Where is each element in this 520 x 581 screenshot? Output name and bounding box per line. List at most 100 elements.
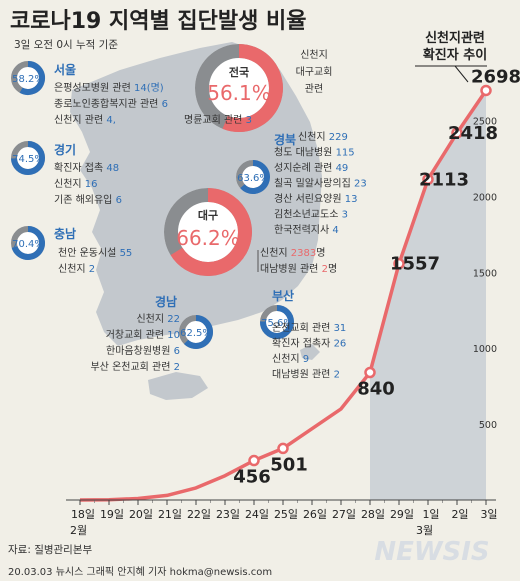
region-item: 온천교회 관련 31 <box>272 322 346 334</box>
x-tick-label: 18일 <box>71 507 95 521</box>
data-label: 840 <box>357 379 395 400</box>
data-point <box>480 84 492 97</box>
y-tick-label: 1500 <box>473 268 497 279</box>
region-item: 성지순례 관련 49 <box>274 162 348 174</box>
x-tick-label: 23일 <box>216 507 240 521</box>
region-item: 명륜교회 관련 3 <box>184 114 252 126</box>
national-percent: 56.1% <box>207 81 271 105</box>
region-name: 경북 <box>274 133 296 147</box>
donut-slice <box>240 160 270 194</box>
region-item: 신천지 229 <box>298 131 348 143</box>
x-tick-label: 3일 <box>480 507 497 521</box>
national-note-3: 관련 <box>305 83 323 95</box>
x-tick-label: 2일 <box>451 507 468 521</box>
newsis-logo: NEWSIS <box>374 537 489 567</box>
region-name: 서울 <box>54 62 76 77</box>
x-tick-label: 29일 <box>390 507 414 521</box>
region-item: 칠곡 밀알사랑의집 23 <box>274 178 367 190</box>
source-note: 자료: 질병관리본부 <box>8 544 92 556</box>
region-percent: 62.5% <box>180 328 212 339</box>
x-tick-label: 27일 <box>332 507 356 521</box>
region-percent: 75.6% <box>261 318 293 329</box>
region-item: 확진자 접촉자 26 <box>272 338 346 350</box>
daegu-donut <box>164 188 252 276</box>
credit-line: 20.03.03 뉴시스 그래픽 안지혜 기자 hokma@newsis.com <box>8 566 272 578</box>
region-item: 신천지 16 <box>54 178 98 190</box>
region-item: 종로노인종합복지관 관련 6 <box>54 98 168 110</box>
region-3: 63.6% 경북 신천지 229 청도 대남병원 115 성지순례 관련 49 칠곡 밀알… <box>236 131 367 236</box>
x-tick-label: 19일 <box>100 507 124 521</box>
y-tick-label: 2500 <box>473 117 497 128</box>
region-item: 거창교회 관련 10 <box>106 329 180 341</box>
x-tick-label: 24일 <box>245 507 269 521</box>
chart-area-fill <box>370 90 486 500</box>
daegu-name: 대구 <box>198 208 218 222</box>
region-item: 대남병원 관련 2 <box>272 369 340 381</box>
page-title: 코로나19 지역별 집단발생 비율 <box>10 9 306 34</box>
x-tick-label: 25일 <box>274 507 298 521</box>
data-label: 456 <box>233 467 271 488</box>
donut-slice <box>183 315 213 349</box>
region-item: 부산 온천교회 관련 2 <box>90 361 180 373</box>
daegu-line2: 대남병원 관련 2명 <box>260 263 337 275</box>
region-item: 청도 대남병원 115 <box>274 147 355 159</box>
donut-slice <box>170 188 252 276</box>
donut-slice <box>11 141 45 175</box>
data-point <box>422 173 434 186</box>
region-item: 은평성모병원 관련 14(명) <box>54 82 164 94</box>
daegu-percent: 66.2% <box>176 226 240 250</box>
region-percent: 70.4% <box>12 239 44 250</box>
region-item: 신천지 9 <box>272 353 309 365</box>
data-label: 501 <box>270 454 308 475</box>
region-item: 김천소년교도소 3 <box>274 209 348 221</box>
national-name: 전국 <box>229 65 249 79</box>
region-name: 경남 <box>155 294 177 309</box>
month-label: 3월 <box>416 524 433 537</box>
region-item: 신천지 22 <box>136 313 180 325</box>
x-tick-label: 1일 <box>422 507 439 521</box>
region-item: 신천지 2 <box>58 263 95 275</box>
region-item: 한마음창원병원 6 <box>106 345 180 357</box>
region-percent: 58.2% <box>12 74 44 85</box>
donut-slice <box>222 44 283 132</box>
month-label: 2월 <box>70 524 87 537</box>
donut-slice <box>11 226 45 260</box>
x-tick-label: 28일 <box>361 507 385 521</box>
region-percent: 74.5% <box>12 154 44 165</box>
region-item: 신천지 관련 4, <box>54 114 116 126</box>
y-tick-label: 500 <box>479 420 497 431</box>
data-point <box>364 366 376 379</box>
data-point <box>277 442 289 455</box>
chart-title-line2: 확진자 추이 <box>423 47 487 63</box>
y-tick-label: 1000 <box>473 344 497 355</box>
region-item: 기존 해외유입 6 <box>54 193 122 206</box>
data-label: 2418 <box>448 123 498 144</box>
x-tick-label: 22일 <box>187 507 211 521</box>
national-note-1: 신천지 <box>300 49 328 61</box>
region-item: 한국전력지사 4 <box>274 224 339 236</box>
data-point <box>248 454 260 467</box>
region-item: 천안 운동시설 55 <box>58 247 132 259</box>
donut-slice <box>19 61 45 95</box>
chart-title-pointer <box>454 65 469 83</box>
region-name: 충남 <box>54 226 76 241</box>
chart-title-line1: 신천지관련 <box>425 30 485 46</box>
daegu-line1: 신천지 2383명 <box>260 247 325 259</box>
y-tick-label: 2000 <box>473 192 497 203</box>
region-item: 확진자 접촉 48 <box>54 162 119 174</box>
donut-slice <box>260 305 294 339</box>
data-point <box>451 127 463 139</box>
data-label: 2113 <box>419 169 469 190</box>
region-name: 경기 <box>54 142 76 157</box>
data-label: 1557 <box>390 254 440 275</box>
region-percent: 63.6% <box>237 173 269 184</box>
national-note-2: 대구교회 <box>296 66 333 78</box>
page-subtitle: 3일 오전 0시 누적 기준 <box>14 38 118 51</box>
